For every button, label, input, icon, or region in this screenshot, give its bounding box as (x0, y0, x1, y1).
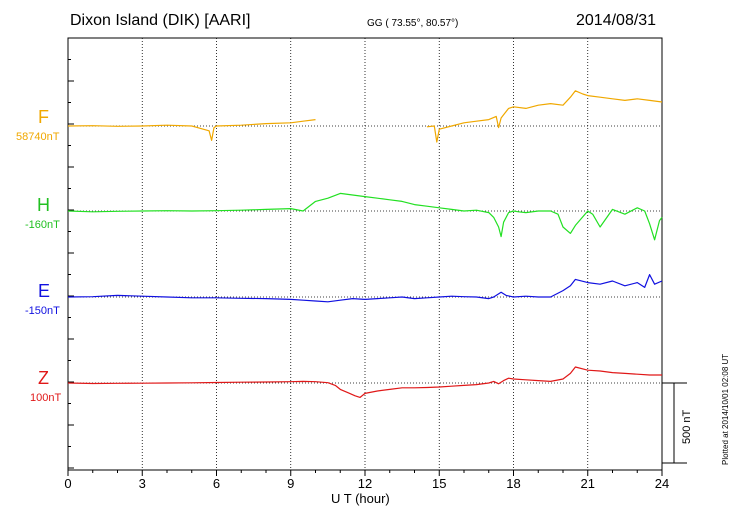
channel-f-label: F (38, 107, 49, 127)
x-tick-label: 24 (655, 476, 669, 491)
x-tick-label: 12 (358, 476, 372, 491)
coordinates-label: GG ( 73.55°, 80.57°) (367, 18, 459, 29)
x-tick-label: 18 (506, 476, 520, 491)
x-tick-label: 6 (213, 476, 220, 491)
series-z-line (67, 366, 662, 398)
scale-bar-label: 500 nT (681, 409, 693, 444)
x-tick-label: 15 (432, 476, 446, 491)
channel-z-baseline: 100nT (30, 392, 62, 404)
series-e-line (67, 274, 663, 303)
channel-z-label: Z (38, 368, 49, 388)
x-tick-label: 21 (581, 476, 595, 491)
x-tick-label: 3 (139, 476, 146, 491)
channel-h-baseline: -160nT (25, 219, 60, 231)
channel-f-baseline: 58740nT (16, 131, 60, 143)
station-title: Dixon Island (DIK) [AARI] (70, 12, 251, 29)
x-tick-label: 0 (64, 476, 71, 491)
x-axis-label: U T (hour) (331, 491, 390, 506)
date-label: 2014/08/31 (576, 12, 657, 29)
series-h-line (67, 192, 663, 241)
channel-h-label: H (37, 195, 50, 215)
channel-e-label: E (38, 281, 51, 301)
series-f-line (67, 90, 663, 143)
x-tick-label: 9 (287, 476, 294, 491)
channel-e-baseline: -150nT (25, 305, 60, 317)
plotted-timestamp: Plotted at 2014/10/01 02:08 UT (721, 353, 730, 465)
